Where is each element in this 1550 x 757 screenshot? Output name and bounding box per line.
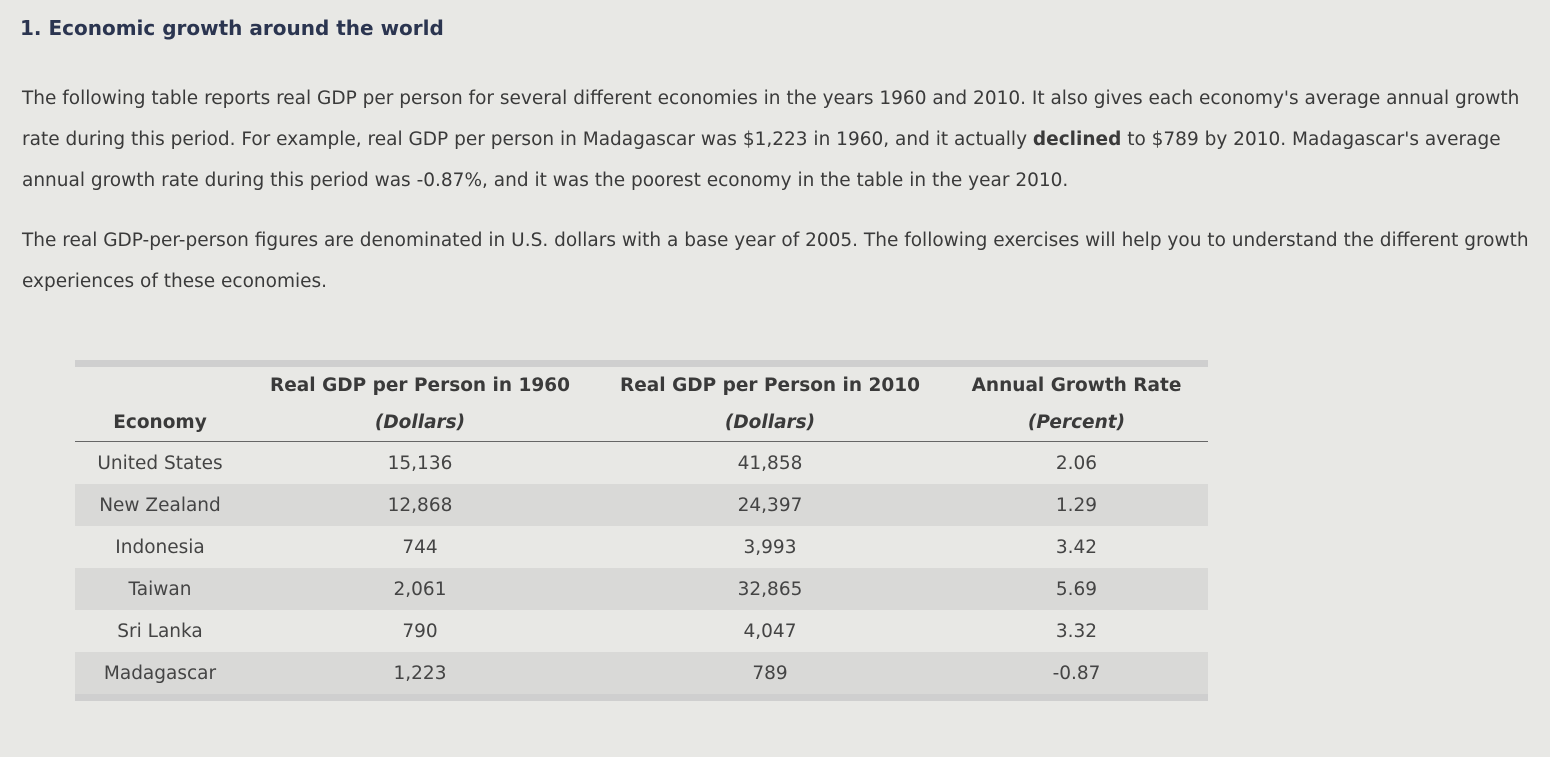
header-growth-top: Annual Growth Rate [971, 375, 1182, 396]
gdp2010-cell: 3,993 [743, 536, 797, 558]
gdp-table: Real GDP per Person in 1960 Real GDP per… [75, 360, 1208, 701]
economy-cell: Taiwan [75, 568, 245, 610]
gdp2010-cell: 32,865 [595, 568, 945, 610]
intro-bold-word: declined [1032, 129, 1122, 150]
economy-cell: United States [97, 452, 223, 474]
header-gdp1960-top: Real GDP per Person in 1960 [270, 375, 570, 396]
gdp2010-cell: 789 [595, 652, 945, 694]
intro-text-1: The following table reports real GDP per… [22, 88, 1520, 150]
growth-cell: 5.69 [945, 568, 1208, 610]
table-row: Indonesia 744 3,993 3.42 [75, 526, 1208, 568]
header-economy: Economy [75, 404, 245, 442]
growth-cell: -0.87 [945, 652, 1208, 694]
intro-paragraph: The following table reports real GDP per… [22, 78, 1532, 201]
growth-cell: 3.42 [1055, 536, 1098, 558]
economy-cell: Madagascar [75, 652, 245, 694]
table-top-rule [75, 360, 1208, 367]
gdp2010-cell: 41,858 [737, 452, 803, 474]
question-title: 1. Economic growth around the world [20, 16, 444, 40]
table-row: United States 15,136 41,858 2.06 [75, 442, 1208, 485]
table-row: Taiwan 2,061 32,865 5.69 [75, 568, 1208, 610]
gdp1960-cell: 15,136 [387, 452, 453, 474]
gdp2010-cell: 24,397 [595, 484, 945, 526]
gdp1960-cell: 1,223 [245, 652, 595, 694]
table-bottom-rule [75, 694, 1208, 701]
gdp1960-cell: 2,061 [245, 568, 595, 610]
header-gdp1960-unit: (Dollars) [245, 404, 595, 442]
intro-text-2: to $789 by 2010. Madagascar's average an… [22, 129, 1501, 191]
gdp1960-cell: 790 [402, 620, 438, 642]
table-row: Sri Lanka 790 4,047 3.32 [75, 610, 1208, 652]
table-row: New Zealand 12,868 24,397 1.29 [75, 484, 1208, 526]
economy-cell: Indonesia [115, 536, 205, 558]
gdp2010-cell: 4,047 [743, 620, 797, 642]
economy-cell: Sri Lanka [117, 620, 203, 642]
gdp1960-cell: 12,868 [245, 484, 595, 526]
growth-cell: 2.06 [1055, 452, 1098, 474]
growth-cell: 3.32 [1055, 620, 1098, 642]
gdp1960-cell: 744 [402, 536, 438, 558]
header-growth-unit: (Percent) [945, 404, 1208, 442]
header-gdp2010-unit: (Dollars) [595, 404, 945, 442]
header-gdp2010-top: Real GDP per Person in 2010 [620, 375, 920, 396]
table-row: Madagascar 1,223 789 -0.87 [75, 652, 1208, 694]
economy-cell: New Zealand [75, 484, 245, 526]
note-paragraph: The real GDP-per-person figures are deno… [22, 230, 1529, 292]
header-economy-top [75, 367, 245, 404]
growth-cell: 1.29 [945, 484, 1208, 526]
